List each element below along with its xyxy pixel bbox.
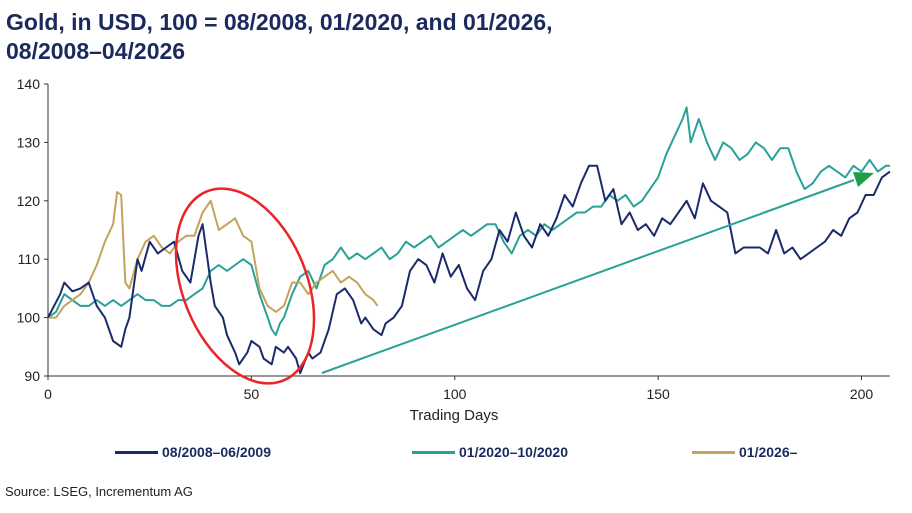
x-axis-label: Trading Days <box>410 407 499 424</box>
tick-layer: 90 100 110 120 130 140 0 50 100 150 200 Trading Day… <box>17 76 874 424</box>
axes <box>44 83 890 380</box>
x-tick-label: 150 <box>646 386 670 402</box>
x-tick-label: 100 <box>443 386 467 402</box>
legend-swatch-2026 <box>692 450 735 454</box>
legend-label-2008: 08/2008–06/2009 <box>162 444 271 460</box>
legend-swatch-2020 <box>412 450 455 454</box>
annotation-layer <box>174 172 874 385</box>
legend-item-2020: 01/2020–10/2020 <box>412 444 568 460</box>
x-tick-label: 0 <box>44 386 52 402</box>
series-line <box>47 164 891 375</box>
chart-title-line-1: Gold, in USD, 100 = 08/2008, 01/2020, an… <box>6 9 553 35</box>
legend-item-2026: 01/2026– <box>692 444 797 460</box>
y-tick-label: 130 <box>17 134 41 150</box>
trend-arrow-head <box>853 172 874 187</box>
highlight-ellipse <box>174 187 316 385</box>
y-tick-label: 110 <box>18 251 41 267</box>
y-tick-label: 100 <box>17 310 41 326</box>
x-tick-label: 200 <box>850 386 874 402</box>
legend-swatch-2008 <box>115 450 158 454</box>
legend-item-2008: 08/2008–06/2009 <box>115 444 271 460</box>
x-tick-label: 50 <box>244 386 260 402</box>
y-tick-label: 90 <box>24 368 40 384</box>
series-layer <box>47 106 891 375</box>
y-tick-label: 140 <box>17 76 41 92</box>
source-note: Source: LSEG, Incrementum AG <box>5 484 193 499</box>
y-tick-label: 120 <box>17 193 41 209</box>
legend-label-2020: 01/2020–10/2020 <box>459 444 568 460</box>
chart-title-line-2: 08/2008–04/2026 <box>6 38 186 64</box>
series-line <box>47 106 890 337</box>
chart-title: Gold, in USD, 100 = 08/2008, 01/2020, an… <box>6 8 906 66</box>
legend-label-2026: 01/2026– <box>739 444 798 460</box>
series-line <box>48 191 379 319</box>
legend: 08/2008–06/2009 01/2020–10/2020 01/2026– <box>0 444 912 466</box>
trend-arrow-line <box>321 179 855 374</box>
